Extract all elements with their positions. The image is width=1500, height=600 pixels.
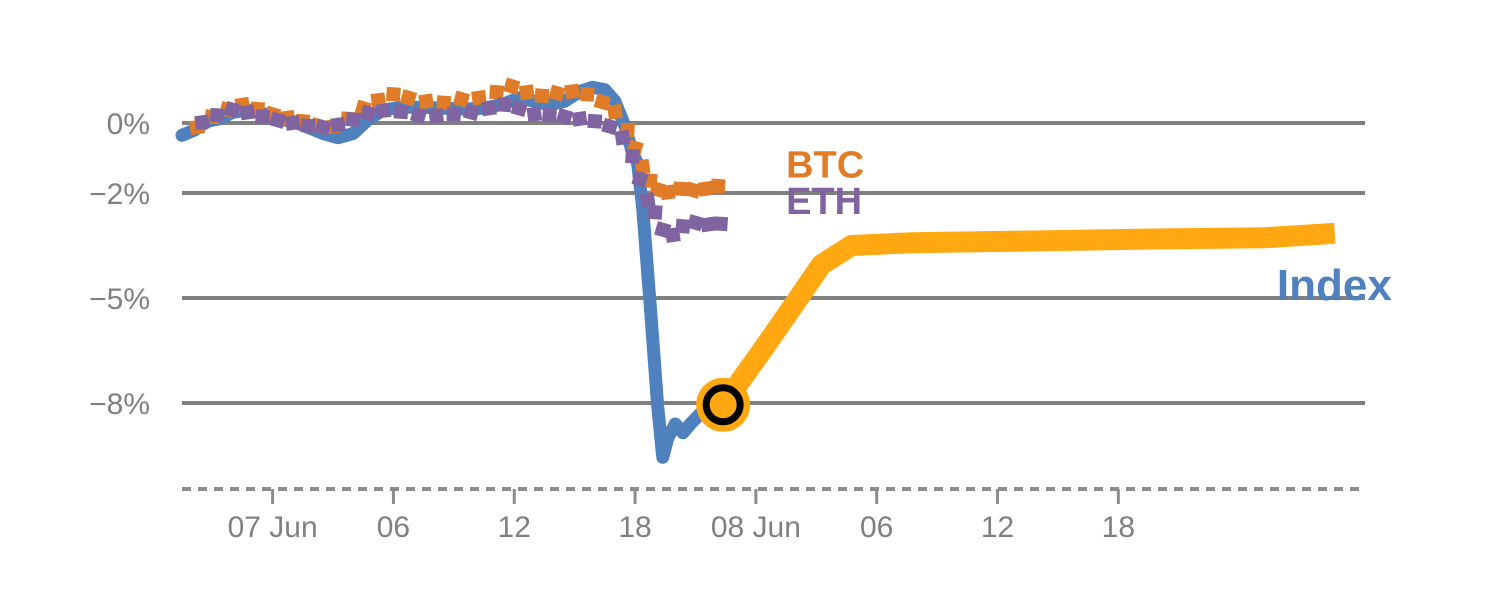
y-axis-tick-labels: 0% −2% −5% −8% — [89, 108, 150, 421]
x-tick-label-3: 18 — [618, 511, 651, 544]
dot-marker — [548, 84, 566, 102]
dot-marker — [223, 101, 241, 119]
dot-marker — [639, 192, 656, 208]
dot-marker — [631, 170, 649, 188]
dot-marker — [300, 118, 316, 134]
current-point-marker[interactable] — [702, 384, 744, 426]
dot-marker — [471, 89, 487, 106]
dot-marker — [564, 83, 581, 100]
y-tick-label-3: −8% — [89, 388, 150, 421]
x-tick-label-0: 07 Jun — [228, 511, 318, 544]
dot-marker — [526, 106, 543, 123]
dot-marker — [481, 100, 497, 117]
series-eth-dots — [194, 97, 729, 243]
dot-marker — [284, 115, 301, 131]
dot-marker — [579, 86, 595, 102]
dot-marker — [209, 107, 225, 123]
dot-marker — [268, 111, 287, 129]
x-tick-label-6: 12 — [981, 511, 1014, 544]
dot-marker — [684, 181, 702, 199]
dot-marker — [314, 118, 332, 136]
dot-marker — [542, 107, 557, 123]
dot-marker — [194, 114, 211, 131]
x-tick-label-2: 12 — [498, 511, 531, 544]
dot-marker — [555, 108, 574, 126]
dot-marker — [518, 84, 535, 101]
dot-marker — [503, 77, 521, 95]
dot-marker — [587, 113, 603, 129]
dot-marker — [446, 106, 462, 122]
dot-marker — [647, 204, 663, 220]
dot-marker — [452, 90, 471, 108]
dot-marker — [436, 95, 452, 111]
dot-marker — [697, 180, 714, 197]
dot-marker — [239, 104, 256, 121]
dot-marker — [607, 103, 623, 120]
dot-marker — [428, 108, 445, 124]
dot-marker — [345, 112, 361, 127]
dot-marker — [399, 89, 418, 107]
eth-label: ETH — [786, 181, 862, 223]
series-forecast-line — [714, 222, 1336, 411]
y-tick-label-1: −2% — [89, 178, 150, 211]
data-markers[interactable] — [696, 377, 751, 432]
dot-marker — [375, 102, 392, 119]
dot-marker — [393, 104, 409, 120]
dot-marker — [601, 117, 619, 136]
dot-marker — [675, 218, 691, 234]
dot-marker — [359, 104, 377, 122]
dot-marker — [385, 86, 401, 102]
dot-marker — [418, 93, 435, 110]
dot-marker — [489, 84, 505, 100]
dot-marker — [330, 116, 346, 133]
dot-marker — [614, 129, 631, 146]
gridlines — [182, 121, 1365, 405]
x-tick-marks — [271, 489, 1120, 504]
x-tick-label-4: 08 Jun — [711, 511, 801, 544]
data-series — [175, 77, 1336, 464]
dot-marker — [593, 93, 612, 111]
x-tick-label-7: 18 — [1102, 511, 1135, 544]
dot-marker — [672, 181, 688, 197]
dot-marker — [700, 216, 716, 233]
dot-marker — [255, 109, 271, 125]
btc-label: BTC — [786, 144, 864, 186]
x-axis-tick-labels: 07 Jun 06 12 18 08 Jun 06 12 18 — [228, 511, 1135, 544]
y-tick-label-2: −5% — [89, 283, 150, 316]
dot-marker — [625, 148, 641, 164]
dot-marker — [713, 216, 729, 232]
dot-marker — [496, 97, 512, 113]
dot-marker — [462, 103, 481, 122]
x-tick-label-1: 06 — [377, 511, 410, 544]
dot-marker — [510, 99, 528, 117]
dot-marker — [534, 88, 550, 104]
dot-marker — [409, 106, 428, 124]
dot-marker — [710, 178, 726, 194]
dot-marker — [686, 214, 705, 232]
dot-marker — [659, 184, 676, 201]
x-tick-label-5: 06 — [860, 511, 893, 544]
dot-marker — [571, 110, 588, 127]
index-label: Index — [1277, 261, 1392, 310]
y-tick-label-0: 0% — [107, 108, 150, 141]
